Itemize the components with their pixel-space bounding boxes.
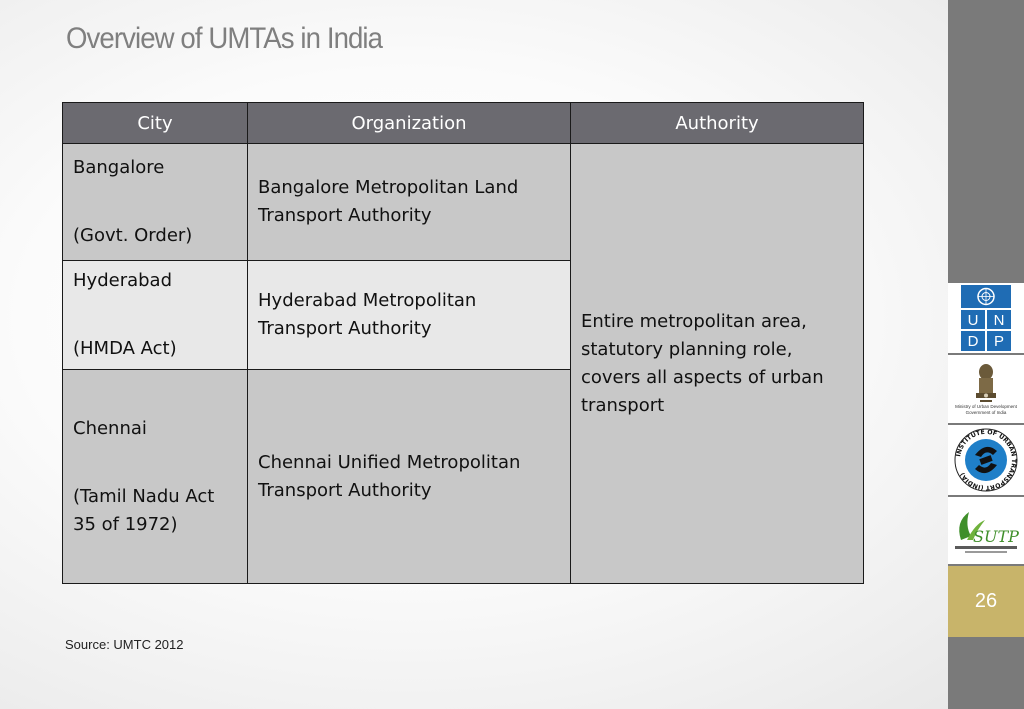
header-authority: Authority: [570, 102, 864, 144]
city-cell: Bangalore (Govt. Order): [62, 143, 248, 261]
authority-cell: Entire metropolitan area, statutory plan…: [570, 143, 864, 584]
page-number: 26: [948, 566, 1024, 637]
header-city: City: [62, 102, 248, 144]
organization-cell: Chennai Unified Metropolitan Transport A…: [247, 369, 571, 584]
city-cell: Chennai (Tamil Nadu Act 35 of 1972): [62, 369, 248, 584]
table-row: Bangalore (Govt. Order) Bangalore Metrop…: [62, 143, 864, 584]
iut-logo-icon: INSTITUTE OF URBAN TRANSPORT (INDIA): [954, 428, 1018, 492]
sutp-logo-icon: SUTP: [955, 511, 1019, 553]
city-name: Bangalore: [73, 157, 165, 178]
sutp-text: SUTP: [973, 527, 1019, 546]
table-row: Chennai (Tamil Nadu Act 35 of 1972) Chen…: [62, 369, 864, 584]
iut-logo: INSTITUTE OF URBAN TRANSPORT (INDIA): [948, 425, 1024, 497]
source-note: Source: UMTC 2012: [65, 637, 184, 652]
organization-cell: Bangalore Metropolitan Land Transport Au…: [247, 143, 571, 261]
ministry-line2: Government of India: [965, 410, 1007, 415]
undp-letter-u: U: [968, 312, 979, 329]
city-act: (Govt. Order): [73, 225, 193, 246]
table-header-row: City Organization Authority: [62, 102, 864, 144]
ministry-line1: Ministry of Urban Development: [955, 404, 1017, 409]
header-organization: Organization: [247, 102, 571, 144]
table-row: Hyderabad (HMDA Act) Hyderabad Metropoli…: [62, 260, 864, 370]
undp-logo-icon: U N D P: [961, 285, 1011, 351]
city-act: (Tamil Nadu Act 35 of 1972): [73, 485, 215, 535]
sutp-logo: SUTP: [948, 497, 1024, 566]
organization-cell: Hyderabad Metropolitan Transport Authori…: [247, 260, 571, 370]
city-name: Chennai: [73, 417, 147, 439]
ministry-logo: Ministry of Urban Development Government…: [948, 355, 1024, 425]
umta-table: City Organization Authority Bangalore (G…: [62, 102, 864, 584]
undp-letter-d: D: [968, 333, 979, 350]
slide-title: Overview of UMTAs in India: [66, 22, 383, 55]
undp-letter-p: P: [994, 333, 1004, 350]
undp-logo: U N D P: [948, 283, 1024, 355]
city-cell: Hyderabad (HMDA Act): [62, 260, 248, 370]
emblem-icon: [976, 364, 996, 402]
undp-letter-n: N: [994, 312, 1005, 329]
city-name: Hyderabad: [73, 270, 172, 291]
city-act: (HMDA Act): [73, 338, 177, 359]
